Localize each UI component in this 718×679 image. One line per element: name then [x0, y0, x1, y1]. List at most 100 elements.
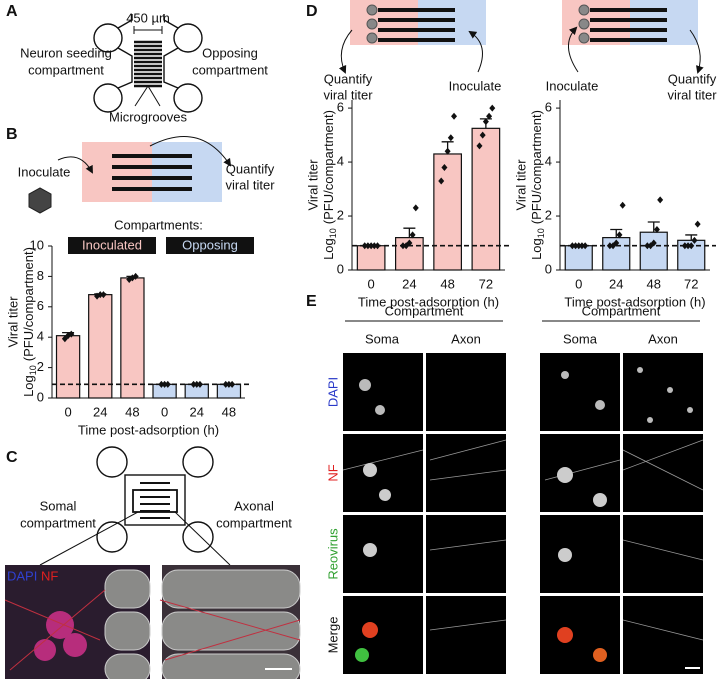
error-bar: [685, 234, 698, 241]
legend-label: Inoculated: [82, 237, 142, 252]
data-point: [451, 112, 458, 120]
data-point: [371, 242, 378, 250]
data-point: [653, 226, 660, 234]
data-point: [364, 242, 371, 250]
bar: [55, 335, 81, 399]
y-tick-label: 6: [337, 100, 344, 115]
x-tick-label: 0: [161, 404, 168, 419]
column-label: Axon: [648, 331, 678, 346]
x-tick-label: 0: [575, 276, 582, 291]
label: Inoculate: [449, 78, 502, 93]
column-label: Soma: [563, 331, 598, 346]
x-tick-label: 48: [125, 404, 139, 419]
y-axis-title-sub: 10: [28, 365, 38, 375]
compartment: [82, 142, 152, 202]
y-axis-title-part: Log: [321, 238, 336, 260]
x-tick-label: 24: [402, 276, 416, 291]
data-point: [657, 196, 664, 204]
x-axis-title: Time post-adsorption (h): [78, 422, 219, 437]
y-tick-label: 0: [337, 261, 344, 276]
legend-title: Compartments:: [114, 217, 203, 232]
neuron-somas: [366, 4, 590, 44]
cell-bodies: [34, 611, 87, 661]
label: compartment: [216, 515, 292, 530]
data-point: [644, 242, 651, 250]
axons: [342, 439, 704, 641]
label: viral titer: [225, 177, 275, 192]
label: compartment: [28, 62, 104, 77]
legend-label: Opposing: [182, 237, 238, 252]
panel-label: C: [6, 449, 18, 466]
label: viral titer: [323, 87, 373, 102]
error-bar: [647, 221, 660, 233]
panel-label: B: [6, 126, 18, 143]
label: Microgrooves: [109, 109, 188, 124]
y-axis-title: Log10 (PFU/compartment): [529, 110, 546, 260]
y-tick-label: 6: [545, 100, 552, 115]
x-tick-label: 48: [647, 276, 661, 291]
microgrooves: [378, 8, 667, 42]
y-axis-title-sub: 10: [536, 228, 546, 238]
stain-label: NF: [41, 568, 58, 583]
data-point: [616, 231, 623, 239]
row-label: DAPI: [325, 377, 340, 407]
y-axis-title-part: (PFU/compartment): [321, 110, 336, 224]
zoom-lines: [39, 511, 231, 566]
microgrooves: [134, 40, 162, 88]
data-point: [482, 118, 489, 126]
compartment: [350, 0, 418, 45]
column-label: Soma: [365, 331, 400, 346]
label: compartment: [192, 62, 268, 77]
data-point: [412, 204, 419, 212]
x-axis-title: Time post-adsorption (h): [358, 294, 499, 309]
legend-box: [166, 237, 254, 254]
y-axis-title: Viral titer: [305, 159, 320, 211]
merge-cells: [355, 622, 607, 662]
label: Axonal: [234, 498, 274, 513]
bar: [639, 231, 668, 271]
error-bar: [403, 227, 416, 238]
data-point: [578, 242, 585, 250]
data-point: [447, 134, 454, 142]
y-axis-title-part: (PFU/compartment): [529, 110, 544, 224]
scale-bar: [133, 26, 163, 34]
y-axis-title: Log10 (PFU/compartment): [21, 247, 38, 397]
row-label: NF: [325, 464, 340, 481]
data-point: [694, 220, 701, 228]
data-point: [409, 231, 416, 239]
arrow: [57, 156, 93, 174]
panel-label: E: [306, 293, 317, 310]
data-point: [97, 291, 104, 299]
bar: [356, 245, 386, 271]
y-axis-title-part: Log: [529, 238, 544, 260]
data-point: [444, 147, 451, 155]
arrow: [689, 29, 704, 74]
bar: [471, 127, 501, 271]
data-point: [158, 380, 165, 388]
y-tick-label: 2: [37, 359, 44, 374]
bar: [564, 245, 593, 271]
nuclei: [359, 367, 693, 423]
microgrooves: [112, 154, 192, 191]
data-point: [100, 291, 107, 299]
bar: [602, 237, 631, 271]
compartment: [562, 0, 630, 45]
somas: [363, 463, 607, 562]
y-axis-title-part: Log: [21, 375, 36, 397]
data-point: [132, 272, 139, 280]
microgrooves: [140, 482, 170, 519]
y-axis-title: Viral titer: [5, 296, 20, 348]
virus-icon: [28, 187, 52, 214]
data-point: [222, 380, 229, 388]
data-point: [479, 131, 486, 139]
x-axis-title: Time post-adsorption (h): [564, 294, 705, 309]
stain-label: DAPI: [7, 568, 37, 583]
x-tick-label: 24: [609, 276, 623, 291]
data-point: [572, 242, 579, 250]
chip-diagram: [93, 14, 203, 113]
x-tick-label: 24: [190, 404, 204, 419]
data-point: [438, 177, 445, 185]
micrograph-grid: [343, 353, 703, 674]
y-axis-title: Log10 (PFU/compartment): [321, 110, 338, 260]
